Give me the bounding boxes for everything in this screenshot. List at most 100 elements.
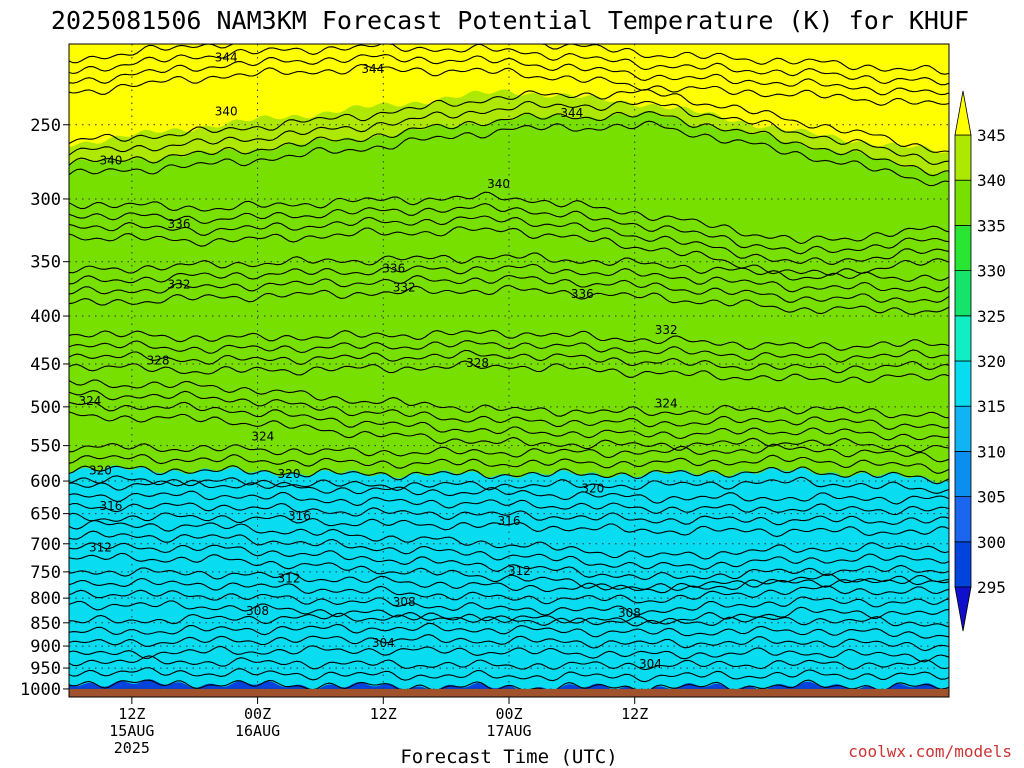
y-tick-label: 250 — [30, 116, 61, 136]
contour-label: 344 — [361, 62, 384, 76]
contour-label: 316 — [288, 509, 311, 523]
contour-label: 332 — [655, 323, 678, 337]
ground-bar — [69, 688, 949, 697]
contour-label: 320 — [89, 464, 112, 478]
contour-line-312 — [68, 542, 950, 581]
colorbar-segment — [954, 360, 972, 407]
contour-label: 340 — [487, 177, 510, 191]
y-tick-label: 500 — [30, 398, 61, 418]
colorbar-segment — [954, 270, 972, 317]
contour-line-324 — [68, 411, 950, 453]
contour-line-304 — [68, 645, 950, 663]
x-tick-label: 16AUG — [235, 722, 280, 740]
contour-line-316 — [68, 490, 950, 516]
contour-label: 336 — [382, 262, 405, 276]
colorbar-label: 295 — [977, 578, 1006, 597]
contour-label: 340 — [215, 105, 238, 119]
colorbar-label: 325 — [977, 307, 1006, 326]
x-tick-label: 00Z — [244, 705, 271, 723]
y-tick-label: 700 — [30, 535, 61, 555]
colorbar-label: 340 — [977, 171, 1006, 190]
y-tick-label: 950 — [30, 659, 61, 679]
colorbar-label: 320 — [977, 352, 1006, 371]
x-tick-label: 12Z — [621, 705, 648, 723]
y-tick-label: 550 — [30, 437, 61, 457]
contour-line-308 — [68, 600, 950, 627]
contour-label: 316 — [498, 514, 521, 528]
contour-line-328 — [68, 349, 950, 374]
contour-line-336 — [68, 215, 950, 265]
contour-line-320 — [68, 454, 950, 474]
contour-label: 308 — [618, 606, 641, 620]
colorbar-segment — [954, 315, 972, 362]
contour-label: 332 — [168, 277, 191, 291]
contour-line-320 — [68, 475, 950, 494]
colorbar-label: 315 — [977, 397, 1006, 416]
contour-line-304 — [68, 634, 950, 652]
contour-line-312 — [68, 552, 950, 592]
credit-text: coolwx.com/models — [848, 742, 1012, 761]
grid-lines — [69, 44, 949, 697]
contour-label: 324 — [251, 430, 274, 444]
y-tick-label: 900 — [30, 637, 61, 657]
y-tick-label: 600 — [30, 472, 61, 492]
colorbar-segment — [954, 179, 972, 226]
contour-label: 328 — [466, 356, 489, 370]
x-axis-label: Forecast Time (UTC) — [400, 746, 617, 768]
x-tick-label: 17AUG — [486, 722, 531, 740]
colorbar-segment — [954, 134, 972, 181]
contour-line-328 — [68, 340, 950, 363]
contour-line-308 — [68, 567, 950, 594]
y-tick-label: 450 — [30, 355, 61, 375]
contour-line-332 — [68, 252, 950, 282]
contour-label: 316 — [99, 499, 122, 513]
colorbar-label: 300 — [977, 533, 1006, 552]
x-tick-label: 12Z — [118, 705, 145, 723]
contour-line-312 — [68, 530, 950, 570]
contour-label: 336 — [168, 217, 191, 231]
contour-label: 344 — [560, 106, 583, 120]
colorbar-segment — [954, 224, 972, 271]
colorbar-label: 305 — [977, 488, 1006, 507]
colorbar-label: 345 — [977, 126, 1006, 145]
contour-label: 308 — [393, 595, 416, 609]
contour-label: 312 — [278, 571, 301, 585]
y-tick-label: 850 — [30, 614, 61, 634]
colorbar-segment — [954, 496, 972, 543]
contour-label: 336 — [571, 287, 594, 301]
chart-title: 2025081506 NAM3KM Forecast Potential Tem… — [51, 6, 969, 35]
y-tick-label: 300 — [30, 190, 61, 210]
contour-line-324 — [68, 390, 950, 430]
colorbar-label: 330 — [977, 262, 1006, 281]
y-tick-label: 350 — [30, 253, 61, 273]
x-tick-label: 00Z — [495, 705, 522, 723]
contour-label: 344 — [215, 51, 238, 65]
contour-label: 312 — [508, 564, 531, 578]
contour-line-336 — [68, 203, 950, 255]
contour-label: 304 — [372, 636, 395, 650]
contour-line-336 — [68, 191, 950, 245]
contour-line-308 — [68, 577, 950, 605]
contour-label: 304 — [639, 657, 662, 671]
x-tick-label: 12Z — [370, 705, 397, 723]
contour-label: 340 — [99, 154, 122, 168]
y-tick-label: 1000 — [20, 680, 61, 700]
temperature-field — [69, 44, 949, 697]
contour-line-336 — [68, 226, 950, 276]
contour-line-316 — [68, 502, 950, 526]
contour-line-316 — [68, 479, 950, 505]
contour-label: 324 — [78, 394, 101, 408]
contour-line-304 — [69, 612, 950, 628]
colorbar-segment — [954, 541, 972, 588]
colorbar-top-arrow — [954, 90, 972, 136]
y-tick-label: 800 — [30, 589, 61, 609]
contour-line-340 — [68, 111, 950, 177]
contour-label: 328 — [147, 353, 170, 367]
contour-line-304 — [68, 622, 950, 639]
field-band-320 — [69, 465, 949, 697]
contour-line-300 — [68, 679, 950, 694]
colorbar-label: 335 — [977, 216, 1006, 235]
colorbar-segment — [954, 450, 972, 497]
